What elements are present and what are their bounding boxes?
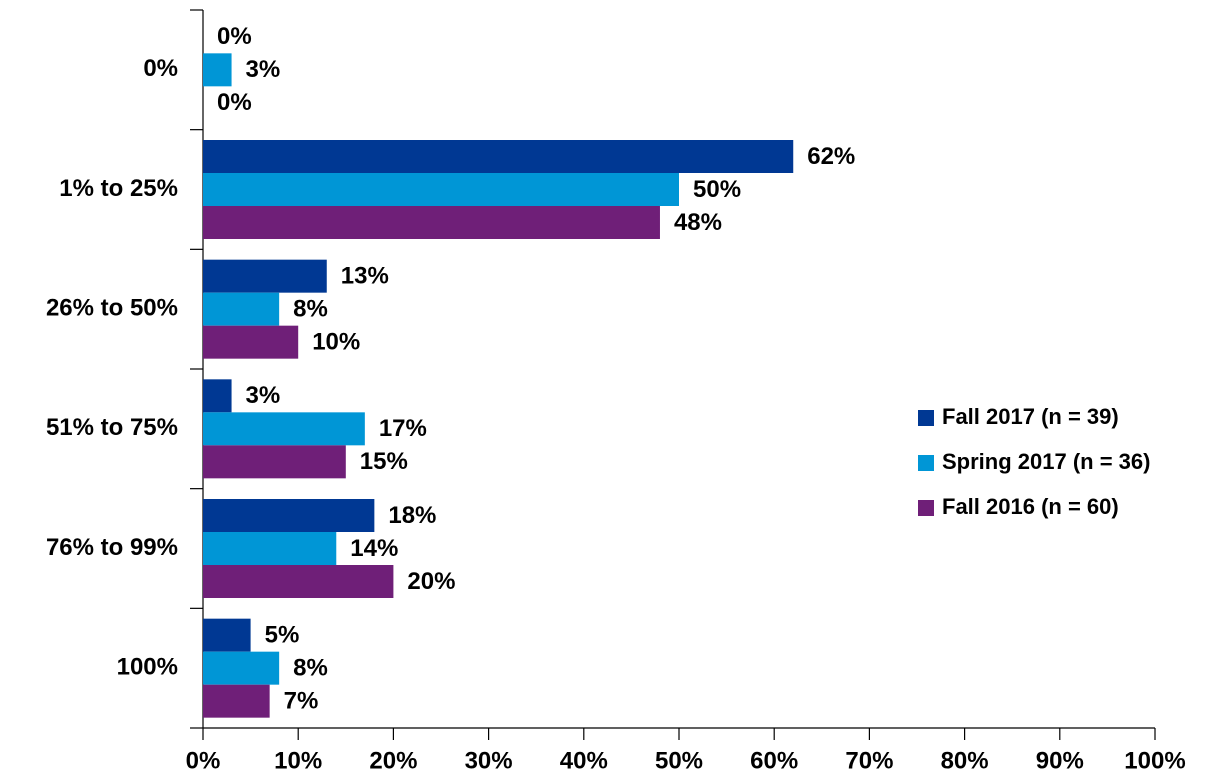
data-label: 0%: [217, 89, 252, 116]
x-tick-label: 20%: [369, 747, 417, 774]
x-tick-label: 90%: [1036, 747, 1084, 774]
data-label: 10%: [312, 329, 360, 356]
bar: [203, 292, 280, 326]
data-label: 8%: [293, 296, 328, 323]
data-label: 14%: [350, 535, 398, 562]
bar: [203, 259, 327, 293]
bar: [203, 684, 270, 718]
x-tick-label: 10%: [274, 747, 322, 774]
bar: [203, 325, 299, 359]
bar: [203, 53, 232, 87]
bar: [203, 499, 375, 532]
x-tick-label: 70%: [845, 747, 893, 774]
data-label: 13%: [341, 263, 389, 290]
bar: [203, 445, 346, 479]
bar: [203, 173, 679, 206]
category-label: 100%: [117, 654, 178, 681]
data-label: 17%: [379, 415, 427, 442]
bar: [203, 206, 660, 239]
legend-swatch: [918, 455, 934, 471]
data-label: 15%: [360, 448, 408, 475]
category-label: 0%: [143, 55, 178, 82]
bar: [203, 412, 365, 446]
data-label: 20%: [407, 568, 455, 595]
legend-label: Fall 2016 (n = 60): [942, 494, 1119, 519]
category-label: 76% to 99%: [46, 534, 178, 561]
x-tick-label: 60%: [750, 747, 798, 774]
data-label: 3%: [246, 382, 281, 409]
data-label: 62%: [807, 143, 855, 170]
data-label: 5%: [265, 622, 300, 649]
data-label: 7%: [284, 688, 319, 715]
data-label: 0%: [217, 23, 252, 50]
x-tick-label: 80%: [941, 747, 989, 774]
data-label: 50%: [693, 176, 741, 203]
data-label: 18%: [388, 502, 436, 529]
category-label: 1% to 25%: [59, 175, 178, 202]
legend-swatch: [918, 410, 934, 426]
category-label: 26% to 50%: [46, 295, 178, 322]
x-tick-label: 0%: [186, 747, 221, 774]
x-tick-label: 30%: [465, 747, 513, 774]
bar: [203, 618, 251, 652]
bar: [203, 532, 337, 565]
legend-label: Fall 2017 (n = 39): [942, 404, 1119, 429]
bar: [203, 565, 394, 598]
data-label: 8%: [293, 655, 328, 682]
category-label: 51% to 75%: [46, 414, 178, 441]
bar: [203, 379, 232, 413]
x-tick-label: 50%: [655, 747, 703, 774]
data-label: 3%: [246, 56, 281, 83]
bar: [203, 140, 794, 173]
x-tick-label: 100%: [1124, 747, 1185, 774]
legend-label: Spring 2017 (n = 36): [942, 449, 1150, 474]
x-tick-label: 40%: [560, 747, 608, 774]
legend-swatch: [918, 500, 934, 516]
bar: [203, 651, 280, 685]
data-label: 48%: [674, 209, 722, 236]
